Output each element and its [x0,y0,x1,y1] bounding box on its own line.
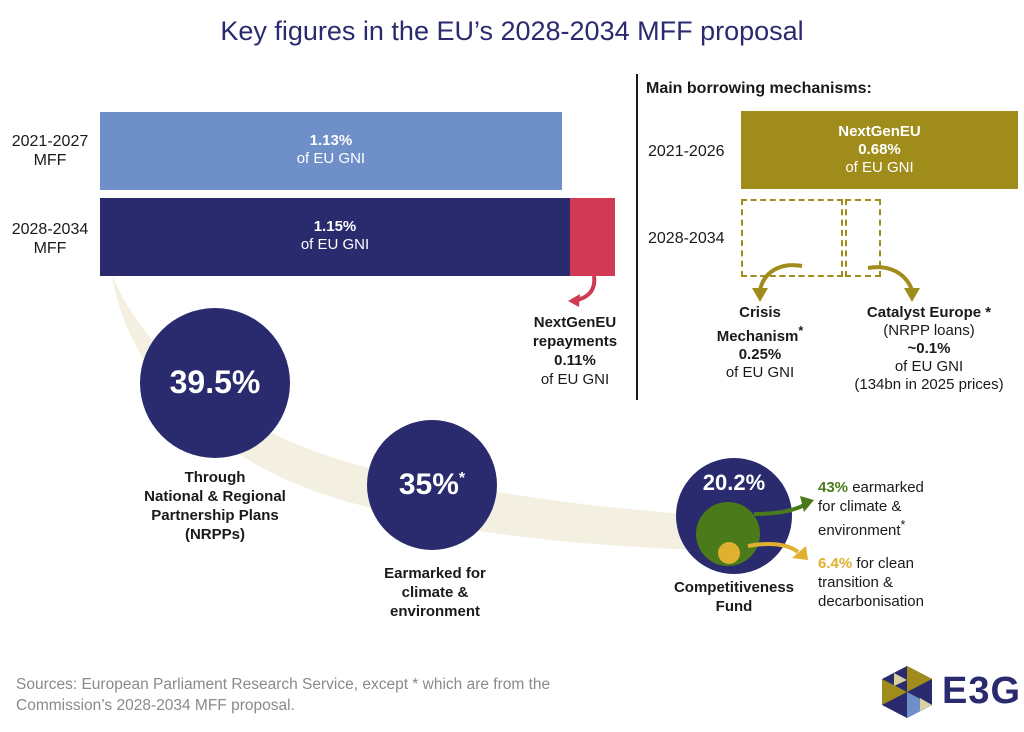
mff-row-label-2028-line1: 2028-2034 [11,221,89,238]
bar-2028-2034: 1.15% of EU GNI [100,198,570,276]
yellow-earmark-text: 6.4% for clean transition & decarbonisat… [818,554,1018,611]
climate-circle: 35%* [367,420,497,550]
green-earmark-text: 43% earmarked for climate & environment* [818,478,1018,540]
competitiveness-value: 20.2% [702,470,766,495]
climate-value: 35% [398,468,459,501]
bar-nextgeneu-repayments [570,198,615,276]
competitiveness-circle: 20.2% [676,458,792,574]
green-earmark-text2: for climate & [818,498,902,515]
bar-2021-value: 1.13% [309,132,353,149]
yellow-arrow-icon [747,542,800,554]
e3g-logo-icon [882,666,932,718]
yellow-earmark-value: 6.4% [818,555,853,572]
nrpp-line2: National & Regional [144,488,286,505]
nrpp-value: 39.5% [169,364,261,400]
e3g-logo-text: E3G [942,670,1022,712]
green-earmark-value: 43% [818,479,849,496]
borrowing-arrows [752,263,920,302]
borrowing-heading: Main borrowing mechanisms: [646,80,872,97]
crisis-mechanism-dashed-box [741,199,843,277]
nrpp-circle: 39.5% [140,308,290,458]
sources-line2: Commission’s 2028-2034 MFF proposal. [16,697,295,714]
repayment-arrow-icon [568,275,597,307]
competitiveness-line2: Fund [715,598,753,615]
climate-caption: Earmarked for climate & environment [360,564,510,621]
repayments-label: NextGenEU repayments 0.11% of EU GNI [515,313,635,389]
climate-star: * [458,470,466,487]
green-arrow-icon [753,502,808,516]
mff-row-label-2021: 2021-2027 MFF [2,132,98,170]
repayments-line1: NextGenEU [533,314,617,331]
sources-note: Sources: European Parliament Research Se… [16,674,676,716]
crisis-line2: Mechanism [716,328,799,345]
mff-row-label-2028: 2028-2034 MFF [2,220,98,258]
mff-row-label-2021-line2: MFF [33,152,67,169]
nrpp-line3: Partnership Plans [151,507,279,524]
catalyst-name: Catalyst Europe [866,304,982,321]
mff-row-label-2021-line1: 2021-2027 [11,133,89,150]
borrowing-row-label-2021: 2021-2026 [648,143,725,160]
catalyst-europe-label: Catalyst Europe * (NRPP loans) ~0.1% of … [836,304,1022,394]
nextgeneu-value: 0.68% [858,141,901,158]
crisis-value: 0.25% [738,346,782,363]
climate-line3: environment [389,603,480,620]
catalyst-unit: of EU GNI [894,358,964,375]
catalyst-sub: (NRPP loans) [883,322,975,339]
catalyst-europe-dashed-box [845,199,881,277]
green-earmark-text3: environment [818,522,901,539]
crisis-arrow-icon [758,263,803,291]
crisis-unit: of EU GNI [725,364,795,381]
nextgeneu-unit: of EU GNI [845,159,914,176]
bar-2021-2027: 1.13% of EU GNI [100,112,562,190]
page-title: Key figures in the EU’s 2028-2034 MFF pr… [220,16,804,46]
yellow-earmark-text2: transition & [818,574,894,591]
crisis-star: * [798,324,804,338]
green-earmark-text1: earmarked [852,479,924,496]
repayments-unit: of EU GNI [540,371,610,388]
bar-2021-unit: of EU GNI [296,150,366,167]
competitiveness-line1: Competitiveness [673,579,795,596]
bar-2028-value: 1.15% [313,218,357,235]
nextgeneu-box: NextGenEU 0.68% of EU GNI [741,111,1018,189]
catalyst-note: (134bn in 2025 prices) [854,376,1004,393]
yellow-earmark-text1: for clean [856,555,914,572]
bar-2028-unit: of EU GNI [300,236,370,253]
nrpp-line1: Through [184,469,246,486]
crisis-line1: Crisis [739,304,781,321]
catalyst-arrow-icon [867,265,914,291]
green-earmark-star: * [900,518,906,532]
yellow-subcircle [718,542,740,564]
nextgeneu-name: NextGenEU [838,123,921,140]
crisis-mechanism-label: Crisis Mechanism* 0.25% of EU GNI [690,304,830,382]
section-divider [636,74,638,400]
catalyst-value: ~0.1% [907,340,951,357]
earmark-arrows [747,496,814,560]
yellow-earmark-text3: decarbonisation [818,593,924,610]
repayments-value: 0.11% [554,352,596,369]
borrowing-row-label-2028: 2028-2034 [648,230,725,247]
climate-line1: Earmarked for [384,565,486,582]
competitiveness-caption: Competitiveness Fund [650,578,818,616]
nrpp-caption: Through National & Regional Partnership … [110,468,320,544]
sources-line1: Sources: European Parliament Research Se… [16,676,551,693]
mff-row-label-2028-line2: MFF [33,240,67,257]
repayments-line2: repayments [532,333,618,350]
climate-line2: climate & [401,584,469,601]
catalyst-star: * [985,304,992,321]
nrpp-line4: (NRPPs) [184,526,245,543]
